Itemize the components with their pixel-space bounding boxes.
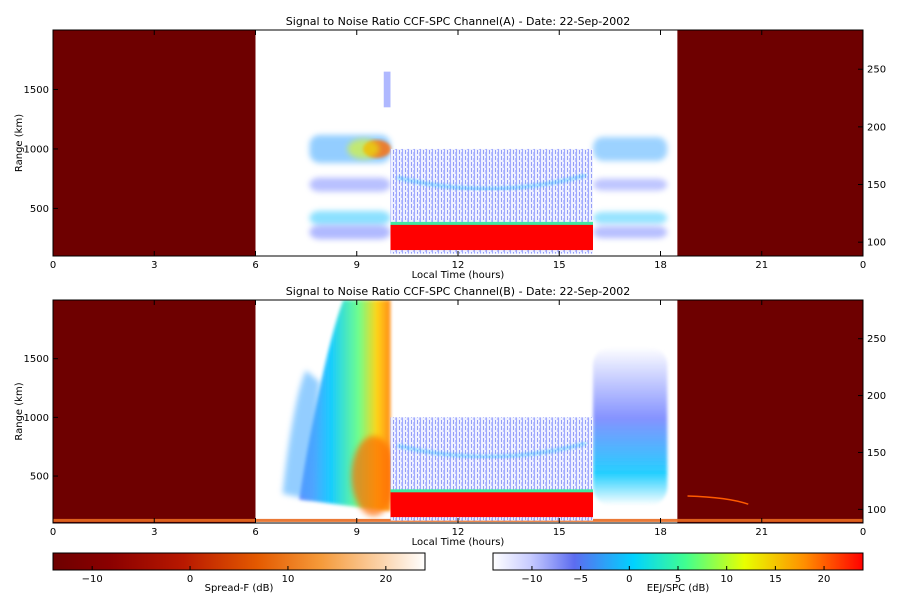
spread-f-layer bbox=[309, 225, 391, 240]
no-data-block bbox=[677, 300, 863, 523]
echo-trace bbox=[687, 495, 749, 505]
x-tick-label: 3 bbox=[151, 527, 157, 538]
y2-tick-label: 200 bbox=[867, 391, 886, 402]
strong-echo-edge bbox=[390, 221, 593, 225]
strong-echo-layer bbox=[390, 223, 593, 251]
x-axis-label: Local Time (hours) bbox=[412, 270, 505, 281]
spread-f-layer bbox=[309, 177, 391, 192]
panel-b: Signal to Noise Ratio CCF-SPC Channel(B)… bbox=[14, 285, 886, 548]
x-tick-label: 0 bbox=[50, 527, 56, 538]
y2-tick-label: 100 bbox=[867, 505, 886, 516]
chart-title: Signal to Noise Ratio CCF-SPC Channel(B)… bbox=[286, 285, 630, 298]
x-tick-label: 6 bbox=[252, 260, 258, 271]
y-tick-label: 1000 bbox=[24, 413, 49, 424]
colorbar-tick-label: −10 bbox=[82, 574, 103, 585]
x-tick-label: 15 bbox=[553, 527, 566, 538]
x-axis-label: Local Time (hours) bbox=[412, 537, 505, 548]
colorbar-tick-label: −5 bbox=[573, 574, 588, 585]
x-tick-label: 6 bbox=[252, 527, 258, 538]
strong-echo-layer bbox=[390, 491, 593, 518]
chart-title: Signal to Noise Ratio CCF-SPC Channel(A)… bbox=[286, 15, 630, 28]
colorbar-tick-label: −10 bbox=[521, 574, 542, 585]
no-data-block bbox=[53, 30, 256, 256]
x-tick-label: 0 bbox=[860, 527, 866, 538]
no-data-block bbox=[53, 300, 256, 523]
colorbar-tick-label: 5 bbox=[675, 574, 681, 585]
x-tick-label: 18 bbox=[654, 260, 667, 271]
echo-arc bbox=[396, 441, 587, 459]
no-data-block bbox=[677, 30, 863, 256]
colorbar-tick-label: 15 bbox=[769, 574, 782, 585]
x-tick-label: 12 bbox=[452, 527, 465, 538]
spread-f-column bbox=[383, 71, 391, 108]
x-tick-label: 0 bbox=[50, 260, 56, 271]
y-tick-label: 1500 bbox=[24, 85, 49, 96]
x-tick-label: 9 bbox=[354, 527, 360, 538]
y2-tick-label: 100 bbox=[867, 238, 886, 249]
colorbar-tick-label: 10 bbox=[720, 574, 733, 585]
x-tick-label: 21 bbox=[755, 527, 768, 538]
spread-f-layer bbox=[593, 136, 668, 161]
x-tick-label: 12 bbox=[452, 260, 465, 271]
colorbar-label: Spread-F (dB) bbox=[205, 583, 274, 594]
y-tick-label: 1500 bbox=[24, 354, 49, 365]
x-tick-label: 18 bbox=[654, 527, 667, 538]
x-tick-label: 9 bbox=[354, 260, 360, 271]
colorbar-label: EEJ/SPC (dB) bbox=[647, 583, 710, 594]
colorbar-tick-label: 0 bbox=[626, 574, 632, 585]
colorbars: −10 0 10 20 Spread-F (dB) −10 −5 0 5 10 15 20 EEJ/SP… bbox=[52, 552, 864, 594]
y2-tick-label: 250 bbox=[867, 334, 886, 345]
y-axis-label: Range (km) bbox=[14, 382, 25, 440]
strong-echo-edge bbox=[390, 489, 593, 493]
y-tick-label: 500 bbox=[30, 204, 49, 215]
x-tick-label: 15 bbox=[553, 260, 566, 271]
spread-f-layer bbox=[593, 226, 668, 239]
spread-f-plume-edge bbox=[282, 370, 320, 500]
plot-area bbox=[53, 30, 863, 256]
colorbar-tick-label: 10 bbox=[282, 574, 295, 585]
spread-f-plume-late bbox=[593, 346, 668, 506]
plot-area bbox=[53, 300, 863, 523]
y2-tick-label: 150 bbox=[867, 448, 886, 459]
panel-a: Signal to Noise Ratio CCF-SPC Channel(A)… bbox=[14, 15, 886, 281]
colorbar bbox=[52, 552, 426, 571]
spread-f-core bbox=[351, 436, 396, 517]
x-tick-label: 3 bbox=[151, 260, 157, 271]
y-tick-label: 500 bbox=[30, 472, 49, 483]
spread-f-layer bbox=[309, 210, 391, 225]
y2-tick-label: 200 bbox=[867, 122, 886, 133]
y-tick-label: 1000 bbox=[24, 144, 49, 155]
colorbar-tick-label: 20 bbox=[379, 574, 392, 585]
colorbar-tick-label: 0 bbox=[187, 574, 193, 585]
spread-f-core bbox=[347, 138, 380, 159]
spread-f-layer bbox=[593, 211, 668, 224]
echo-arc bbox=[396, 173, 587, 191]
colorbar-tick-label: 20 bbox=[818, 574, 831, 585]
x-tick-label: 0 bbox=[860, 260, 866, 271]
spread-f-layer bbox=[593, 178, 668, 191]
x-tick-label: 21 bbox=[755, 260, 768, 271]
y2-tick-label: 150 bbox=[867, 180, 886, 191]
y-axis-label: Range (km) bbox=[14, 114, 25, 172]
y2-tick-label: 250 bbox=[867, 65, 886, 76]
